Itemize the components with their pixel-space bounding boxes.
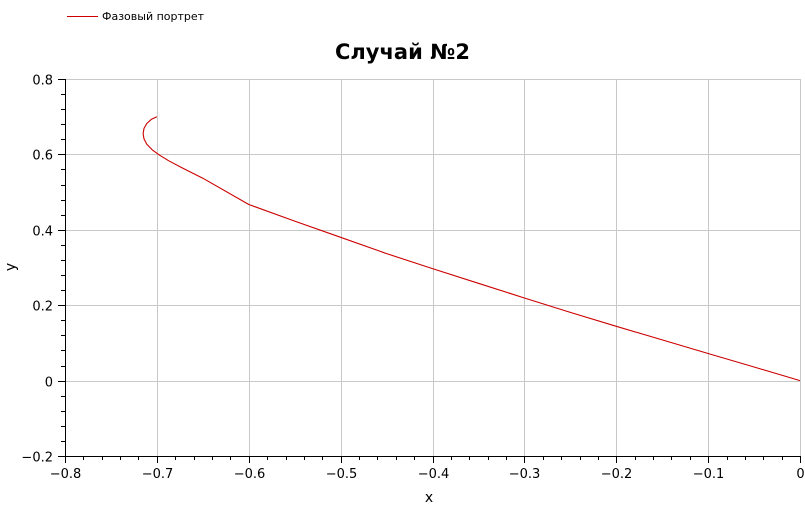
ticks: −0.8 −0.7 −0.6 −0.5 −0.4 −0.3 −0.2 −0.1 0 −0.2 0 0.… <box>21 74 804 483</box>
axes <box>65 79 800 457</box>
x-tick-label: −0.2 <box>601 467 633 482</box>
x-tick-label: −0.1 <box>693 467 725 482</box>
y-tick-label: 0.2 <box>32 300 53 315</box>
x-tick-label: −0.4 <box>418 467 450 482</box>
series-line <box>142 116 801 382</box>
y-tick-label: 0.6 <box>32 149 53 164</box>
legend-line-swatch <box>67 16 98 17</box>
legend-label: Фазовый портрет <box>102 10 205 23</box>
y-tick-label: −0.2 <box>21 451 53 466</box>
x-tick-label: −0.8 <box>50 467 82 482</box>
y-tick-label: 0.4 <box>32 225 53 240</box>
x-tick-label: −0.5 <box>326 467 358 482</box>
y-tick-label: 0.8 <box>32 74 53 89</box>
grid <box>65 79 801 457</box>
y-axis-label: y <box>3 263 19 271</box>
y-tick-label: 0 <box>45 376 53 391</box>
chart-title: Случай №2 <box>335 40 470 64</box>
series <box>142 116 801 382</box>
x-tick-label: −0.7 <box>142 467 174 482</box>
x-tick-label: −0.3 <box>509 467 541 482</box>
legend: Фазовый портрет <box>67 10 204 23</box>
x-tick-label: −0.6 <box>234 467 266 482</box>
x-axis-label: x <box>425 490 433 506</box>
x-tick-label: 0 <box>796 467 804 482</box>
